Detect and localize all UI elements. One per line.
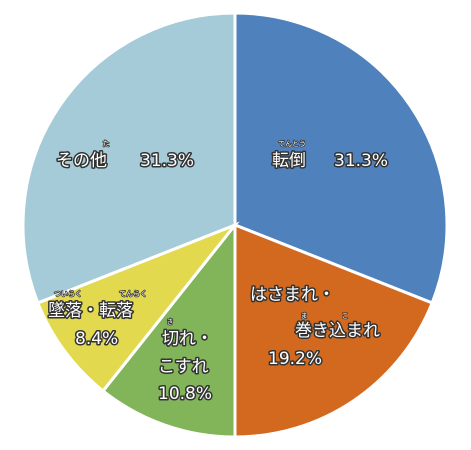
label-hasamare-line1: はさまれ・ bbox=[250, 285, 335, 305]
label-sonota-name: その他 bbox=[56, 151, 107, 171]
label-tentou-name: 転倒 bbox=[272, 151, 306, 171]
ruby-ta: た bbox=[103, 140, 110, 148]
ruby-tenraku: てんらく bbox=[119, 290, 147, 298]
label-kire-pct: 10.8% bbox=[158, 384, 212, 404]
pie-labels: てんとう 転倒 31.3% はさまれ・ ま こ 巻き込まれ 19.2% き 切れ… bbox=[47, 139, 390, 405]
label-kire-line1: 切れ・ bbox=[162, 329, 213, 349]
label-tentou-pct: 31.3% bbox=[334, 151, 388, 171]
ruby-tsuiraku: ついらく bbox=[54, 290, 82, 298]
ruby-ma: ま bbox=[301, 312, 308, 320]
label-kire-line2: こすれ bbox=[158, 357, 209, 377]
slice-kire bbox=[100, 220, 237, 439]
label-hasamare-pct: 19.2% bbox=[268, 349, 322, 369]
label-sonota-pct: 31.3% bbox=[140, 151, 194, 171]
ruby-tentou: てんとう bbox=[278, 140, 306, 148]
label-tsuiraku-pct: 8.4% bbox=[75, 329, 118, 349]
slice-hasamare bbox=[233, 222, 435, 439]
slice-tsuiraku bbox=[35, 221, 240, 394]
ruby-ko: こ bbox=[342, 312, 349, 320]
label-tsuiraku-line1: 墜落・転落 bbox=[48, 301, 133, 321]
ruby-ki: き bbox=[167, 318, 174, 326]
pie-slices bbox=[21, 11, 449, 439]
label-hasamare-line2: 巻き込まれ bbox=[295, 321, 380, 341]
slice-sonota bbox=[21, 11, 237, 305]
slice-tentou bbox=[233, 11, 449, 305]
